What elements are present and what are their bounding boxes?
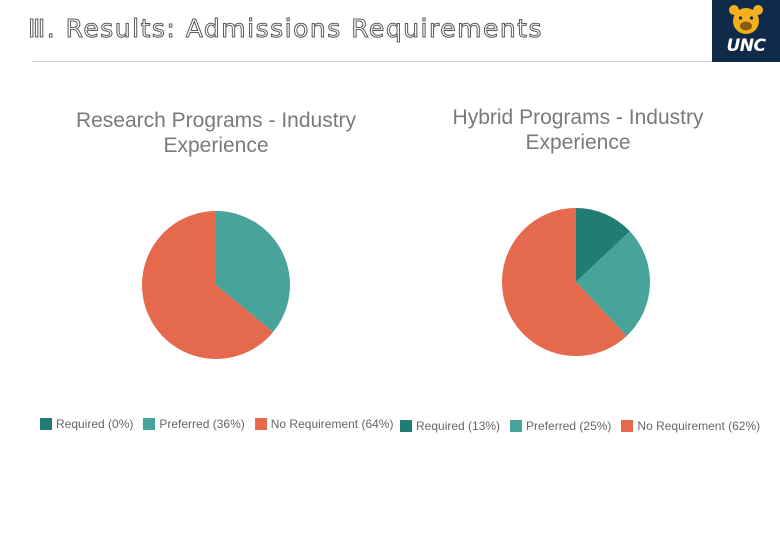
- title-divider: [32, 61, 712, 62]
- legend-swatch-no-requirement: [621, 420, 634, 432]
- research-chart-title-line1: Research Programs - Industry: [75, 109, 357, 132]
- legend-label-no-requirement: No Requirement (64%): [270, 417, 394, 431]
- pie-slice-preferred: [216, 211, 290, 333]
- pie-slice-required: [576, 208, 630, 282]
- research-chart-title-line2: Experience: [163, 134, 269, 157]
- legend-item-no-requirement: No Requirement (62%): [621, 419, 760, 433]
- legend-item-preferred: Preferred (36%): [143, 417, 245, 431]
- legend-swatch-no-requirement: [254, 418, 267, 430]
- legend-item-preferred: Preferred (25%): [510, 419, 611, 433]
- unc-logo: UNC: [712, 0, 780, 62]
- legend-swatch-preferred: [510, 420, 523, 432]
- legend-swatch-required: [400, 420, 412, 432]
- legend-label-preferred: Preferred (25%): [526, 419, 612, 433]
- legend-swatch-preferred: [143, 418, 156, 430]
- hybrid-pie-chart: [502, 208, 650, 356]
- legend-swatch-required: [40, 418, 52, 430]
- legend-item-no-requirement: No Requirement (64%): [254, 417, 394, 431]
- research-chart-title: Research Programs - Industry Experience: [40, 108, 392, 158]
- hybrid-chart-title-line1: Hybrid Programs - Industry: [452, 106, 704, 129]
- hybrid-chart-title-line2: Experience: [525, 131, 631, 154]
- research-pie-chart: [141, 211, 290, 359]
- slide-title: Ⅲ. Results: Admissions Requirements: [27, 14, 544, 44]
- legend-label-required: Required (13%): [416, 419, 501, 433]
- pie-slice-no-requirement: [502, 208, 627, 356]
- pie-slice-preferred: [576, 231, 650, 336]
- research-chart-legend: Required (0%) Preferred (36%) No Require…: [40, 417, 403, 431]
- legend-item-required: Required (0%): [40, 417, 133, 431]
- legend-label-required: Required (0%): [56, 417, 134, 431]
- pie-slice-no-requirement: [141, 211, 274, 359]
- legend-label-preferred: Preferred (36%): [159, 417, 245, 431]
- logo-text: UNC: [726, 36, 766, 56]
- hybrid-chart-title: Hybrid Programs - Industry Experience: [400, 105, 756, 155]
- legend-label-no-requirement: No Requirement (62%): [637, 419, 761, 433]
- legend-item-required: Required (13%): [400, 419, 500, 433]
- hybrid-chart-legend: Required (13%) Preferred (25%) No Requir…: [400, 419, 770, 433]
- bear-mascot-icon: [729, 5, 763, 34]
